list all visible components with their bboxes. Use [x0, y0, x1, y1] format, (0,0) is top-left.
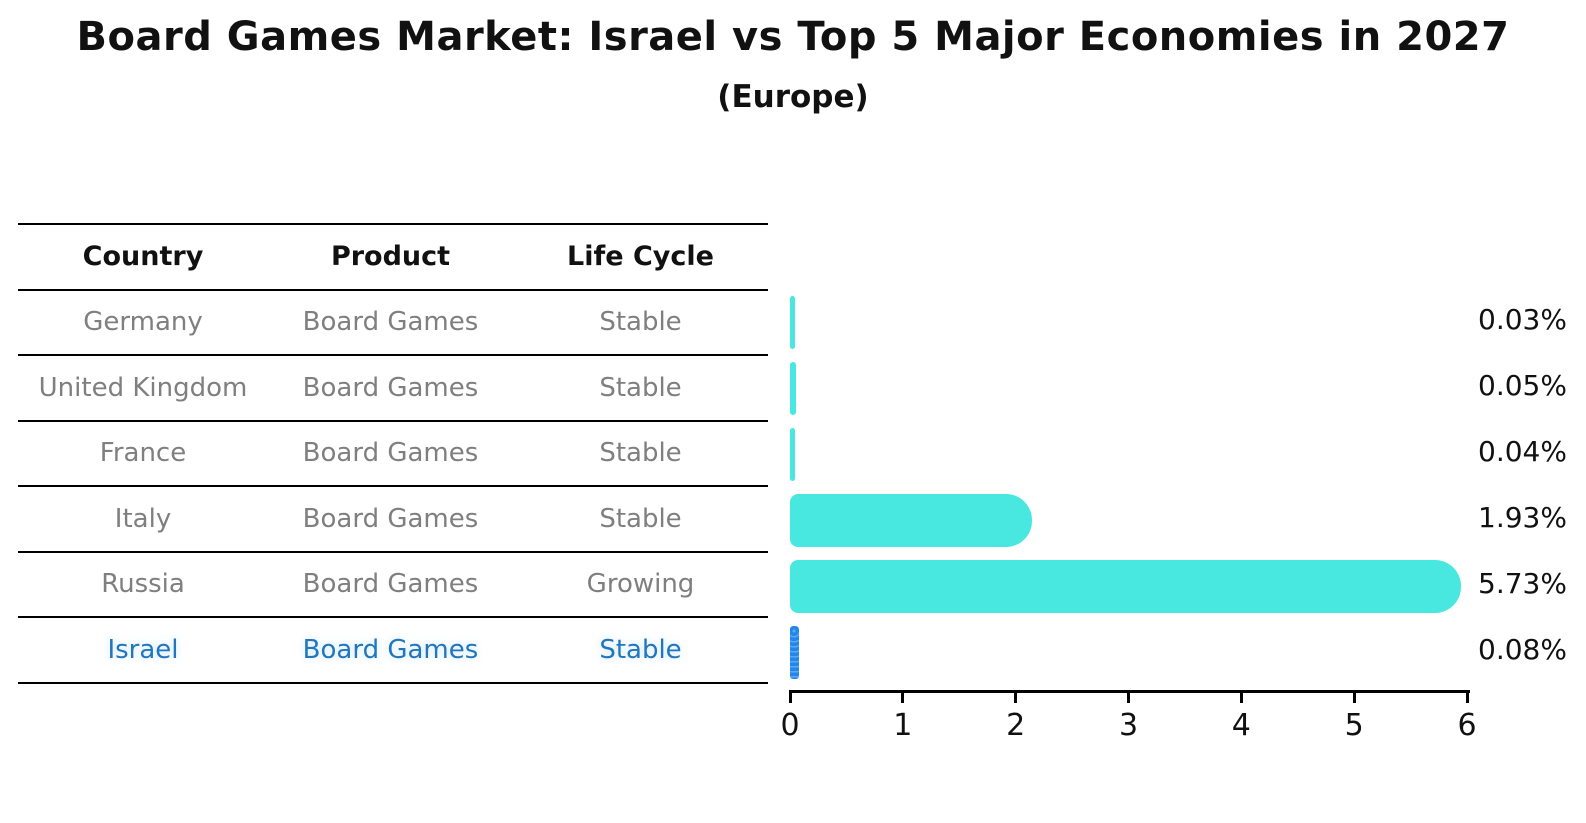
- value-label-russia: 5.73%: [1478, 567, 1567, 600]
- country-table: Country Product Life Cycle Germany Board…: [18, 223, 768, 684]
- life-cycle-cell: Stable: [599, 438, 682, 469]
- bar-israel: [790, 625, 800, 679]
- table-row-italy: Italy Board Games Stable: [18, 487, 768, 553]
- column-header-life-cycle: Life Cycle: [567, 241, 714, 273]
- bar-germany: [790, 295, 795, 349]
- chart-title: Board Games Market: Israel vs Top 5 Majo…: [76, 14, 1510, 60]
- bar-france: [790, 427, 795, 481]
- column-header-country: Country: [82, 241, 204, 273]
- x-axis-tick-label: 5: [1344, 708, 1364, 743]
- x-axis-tick-label: 6: [1457, 708, 1477, 743]
- x-axis-tick: [1014, 690, 1018, 703]
- life-cycle-cell: Stable: [599, 307, 682, 338]
- value-label-israel: 0.08%: [1478, 633, 1567, 666]
- bar-italy: [790, 493, 1032, 547]
- x-axis-tick-label: 3: [1118, 708, 1139, 743]
- table-row-russia: Russia Board Games Growing: [18, 553, 768, 618]
- table-row-united-kingdom: United Kingdom Board Games Stable: [18, 356, 768, 422]
- x-axis-line: [790, 690, 1470, 694]
- x-axis-tick-label: 4: [1231, 708, 1251, 743]
- product-cell: Board Games: [302, 438, 479, 469]
- life-cycle-cell: Growing: [586, 569, 695, 600]
- product-cell: Board Games: [302, 634, 479, 665]
- x-axis-tick: [901, 690, 905, 703]
- x-axis-tick: [1239, 690, 1243, 703]
- table-header-row: Country Product Life Cycle: [18, 225, 768, 291]
- x-axis-tick-label: 1: [893, 708, 913, 743]
- product-cell: Board Games: [302, 569, 479, 600]
- x-axis-tick-label: 0: [780, 708, 800, 743]
- table-row-israel: Israel Board Games Stable: [18, 618, 768, 684]
- product-cell: Board Games: [302, 307, 479, 338]
- country-cell: Germany: [83, 307, 203, 338]
- value-label-germany: 0.03%: [1478, 303, 1567, 336]
- bar-russia: [790, 559, 1461, 613]
- product-cell: Board Games: [302, 503, 479, 534]
- x-axis-tick: [788, 690, 792, 703]
- table-row-germany: Germany Board Games Stable: [18, 291, 768, 356]
- chart-subtitle: (Europe): [717, 79, 869, 115]
- country-cell: France: [99, 438, 187, 469]
- life-cycle-cell: Stable: [599, 634, 682, 665]
- table-row-france: France Board Games Stable: [18, 422, 768, 487]
- country-cell: Italy: [114, 503, 172, 534]
- x-axis-tick-label: 2: [1006, 708, 1026, 743]
- country-cell: United Kingdom: [38, 372, 248, 403]
- x-axis-tick: [1465, 690, 1469, 703]
- column-header-product: Product: [330, 241, 451, 273]
- value-label-italy: 1.93%: [1478, 501, 1567, 534]
- life-cycle-cell: Stable: [599, 372, 682, 403]
- life-cycle-cell: Stable: [599, 503, 682, 534]
- value-label-france: 0.04%: [1478, 435, 1567, 468]
- value-label-united-kingdom: 0.05%: [1478, 369, 1567, 402]
- country-cell: Russia: [101, 569, 185, 600]
- x-axis-tick: [1127, 690, 1130, 703]
- bar-united-kingdom: [790, 361, 796, 415]
- product-cell: Board Games: [302, 372, 479, 403]
- country-cell: Israel: [107, 634, 179, 665]
- x-axis-tick: [1352, 690, 1356, 703]
